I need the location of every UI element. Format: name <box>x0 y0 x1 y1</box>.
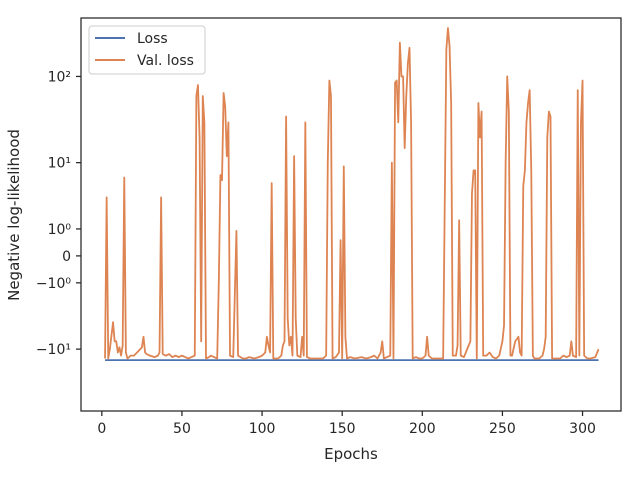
y-tick-label: 10¹ <box>48 156 71 172</box>
y-tick-label: 10² <box>48 69 71 85</box>
x-tick-label: 300 <box>569 421 596 437</box>
y-tick-label: −10⁰ <box>36 276 72 292</box>
y-axis-label: Negative log-likelihood <box>5 129 23 301</box>
x-tick-label: 250 <box>489 421 516 437</box>
y-tick-label: 0 <box>62 249 71 265</box>
y-tick-label: −10¹ <box>36 342 71 358</box>
x-tick-label: 150 <box>329 421 356 437</box>
series-layer <box>104 27 600 362</box>
x-tick-label: 0 <box>97 421 106 437</box>
x-tick-label: 100 <box>249 421 276 437</box>
y-tick-label: 10⁰ <box>48 222 72 238</box>
y-axis: −10¹ −10⁰ 0 10⁰ 10¹ 10² <box>36 69 81 358</box>
val-loss-series-line <box>104 27 600 360</box>
legend: Loss Val. loss <box>88 25 206 75</box>
plot-frame <box>80 17 622 412</box>
x-tick-label: 200 <box>409 421 436 437</box>
x-tick-label: 50 <box>173 421 191 437</box>
legend-label-val-loss: Val. loss <box>137 53 194 69</box>
x-axis: 0 50 100 150 200 250 300 <box>97 411 596 437</box>
legend-label-loss: Loss <box>137 31 168 47</box>
x-axis-label: Epochs <box>324 445 378 463</box>
